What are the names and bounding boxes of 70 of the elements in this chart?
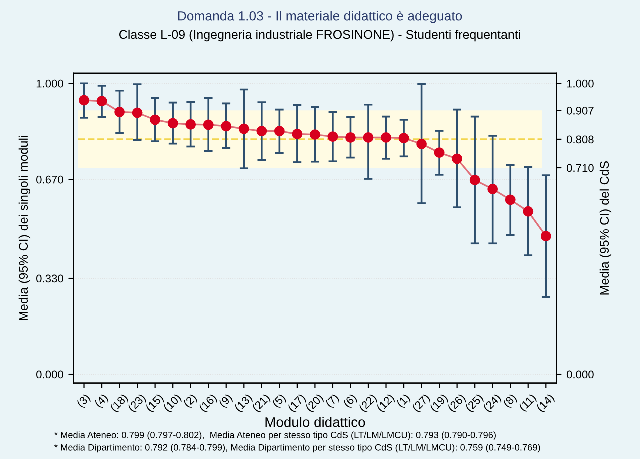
chart-title: Domanda 1.03 - Il materiale didattico è adeguato: [178, 10, 462, 24]
x-axis-title: Modulo didattico: [266, 417, 366, 428]
y2-tick-label: 1.000: [567, 80, 594, 88]
point: [488, 184, 498, 194]
x-tick-label: (12): [376, 393, 396, 414]
y2-tick-label: 0.907: [566, 106, 594, 115]
point: [310, 130, 320, 140]
point: [381, 132, 392, 143]
point: [203, 120, 214, 130]
x-tick-label: (6): [342, 393, 359, 410]
x-tick-label: (25): [464, 393, 486, 414]
x-tick-label: (27): [412, 393, 432, 414]
x-tick-label: (3): [76, 393, 92, 410]
point: [168, 118, 178, 129]
y2-tick-label: 0.000: [566, 370, 594, 379]
point: [238, 124, 250, 134]
x-tick-label: (26): [447, 393, 468, 414]
point: [416, 138, 427, 150]
y-tick-label: 0.330: [36, 274, 64, 283]
x-tick-label: (2): [182, 393, 199, 410]
x-tick-label: (10): [162, 393, 184, 414]
point: [186, 119, 196, 130]
y-axis-title: Media (95% CI) dei singoli moduli: [18, 136, 31, 320]
x-tick-label: (9): [218, 393, 234, 410]
point: [328, 132, 338, 142]
point: [398, 133, 410, 144]
x-tick-label: (5): [272, 393, 288, 410]
x-tick-label: (23): [127, 393, 148, 414]
x-tick-label: (22): [358, 393, 379, 414]
point: [470, 174, 480, 186]
point: [540, 231, 552, 242]
point: [132, 108, 143, 118]
x-tick-label: (1): [396, 393, 412, 410]
x-tick-label: (11): [518, 393, 538, 414]
y2-tick-label: 0.710: [566, 164, 594, 172]
x-tick-label: (24): [482, 393, 504, 414]
point: [114, 106, 125, 118]
x-tick-label: (18): [110, 393, 130, 414]
point: [452, 154, 463, 164]
y2-tick-label: 0.808: [566, 136, 594, 144]
point: [221, 121, 232, 132]
x-tick-label: (14): [536, 393, 556, 414]
y-tick-label: 0.670: [36, 176, 64, 184]
y-tick-label: 1.000: [36, 80, 64, 88]
point: [434, 148, 445, 158]
text: * Media Ateneo: 0.799 (0.797-0.802), Media Ateneo per stesso tipo CdS (LT/LM/LMCU): 0.793 (0.790-0.796): [54, 432, 496, 440]
point: [363, 132, 374, 143]
x-tick-label: (7): [324, 393, 341, 410]
x-tick-label: (21): [252, 393, 272, 414]
point: [523, 206, 534, 217]
x-tick-label: (15): [145, 393, 166, 414]
x-tick-label: (17): [287, 393, 308, 414]
point: [79, 95, 90, 106]
x-tick-label: (4): [94, 393, 110, 410]
x-tick-label: (8): [502, 393, 519, 410]
point: [346, 132, 356, 143]
point: [505, 194, 516, 206]
x-tick-label: (16): [198, 393, 219, 414]
point: [274, 126, 285, 137]
chart-subtitle: Classe L-09 (Ingegneria industriale FROSINONE) - Studenti frequentanti: [120, 30, 520, 42]
point: [96, 96, 108, 107]
y2-axis-title: Media (95% CI) del CdS: [600, 162, 612, 295]
point: [292, 129, 303, 140]
x-tick-label: (19): [429, 393, 450, 414]
point: [256, 126, 268, 137]
y-tick-label: 0.000: [36, 370, 64, 379]
point: [150, 114, 161, 126]
text: * Media Dipartimento: 0.792 (0.784-0.799), Media Dipartimento per stesso tipo CdS (LT/LM/LMCU): 0.759 (0.749-0.769): [54, 444, 540, 453]
x-tick-label: (13): [234, 393, 254, 414]
x-tick-label: (20): [305, 393, 326, 414]
